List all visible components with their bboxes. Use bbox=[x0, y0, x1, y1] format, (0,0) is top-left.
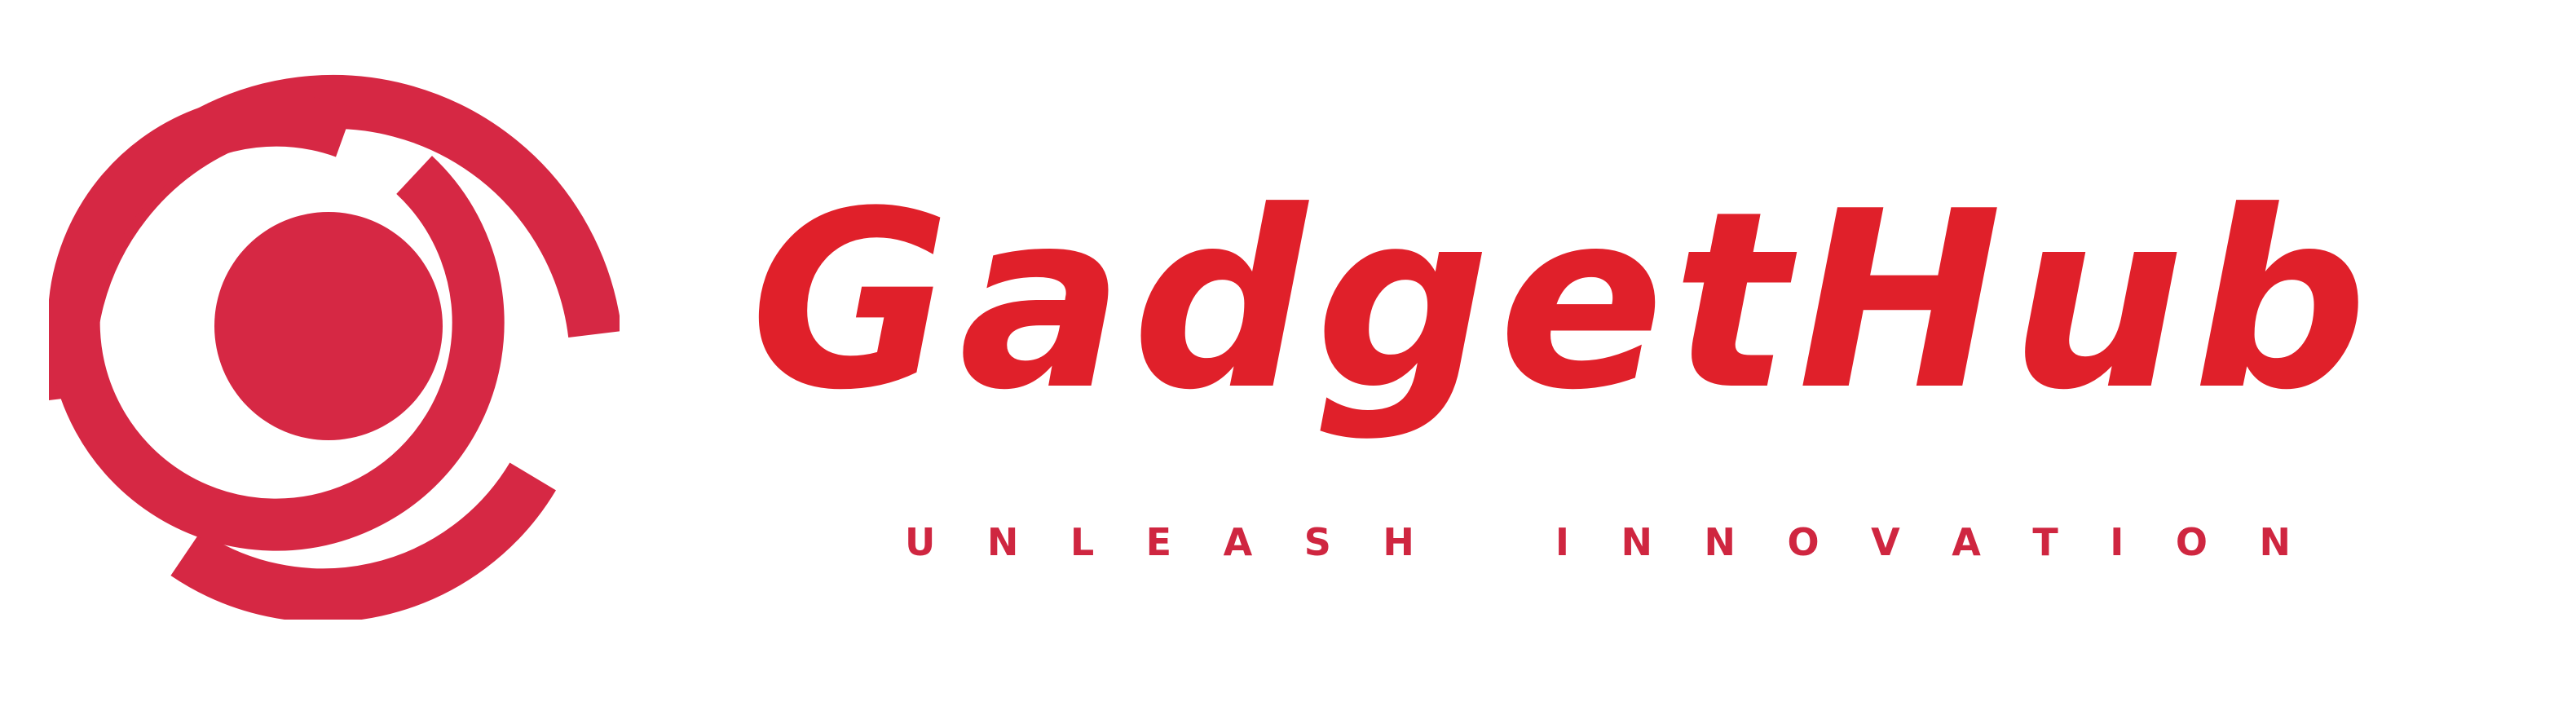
tagline-space bbox=[1466, 518, 1503, 567]
tagline-letter: T bbox=[2032, 520, 2058, 564]
tagline-letter: I bbox=[1555, 520, 1569, 564]
tagline-letter: S bbox=[1303, 520, 1331, 564]
tagline-letter: I bbox=[2110, 520, 2124, 564]
wordmark: GadgetHub U N L E A S H I N N O V A T I O N bbox=[734, 147, 2527, 564]
tagline-letter: E bbox=[1145, 520, 1172, 564]
tagline-letter: N bbox=[1704, 520, 1736, 564]
logo-outer-ring-arc-bottom bbox=[170, 462, 556, 620]
concentric-rings-logo-icon bbox=[49, 75, 620, 620]
tagline-letter: O bbox=[2175, 520, 2208, 564]
logo-inner-ring-arc-left bbox=[49, 94, 505, 551]
tagline-letter: L bbox=[1070, 520, 1095, 564]
tagline-letter: N bbox=[986, 520, 1019, 564]
tagline-letter: V bbox=[1871, 520, 1900, 564]
tagline-letter: N bbox=[1621, 520, 1652, 564]
logo-core-disc bbox=[214, 212, 443, 440]
brand-name: GadgetHub bbox=[750, 159, 2376, 443]
tagline-letter: A bbox=[1952, 520, 1981, 564]
tagline-letter: U bbox=[905, 520, 936, 564]
tagline-letter: H bbox=[1383, 520, 1414, 564]
tagline-letter: A bbox=[1223, 520, 1253, 564]
tagline-letter: N bbox=[2259, 520, 2291, 564]
tagline-letter: O bbox=[1787, 520, 1820, 564]
